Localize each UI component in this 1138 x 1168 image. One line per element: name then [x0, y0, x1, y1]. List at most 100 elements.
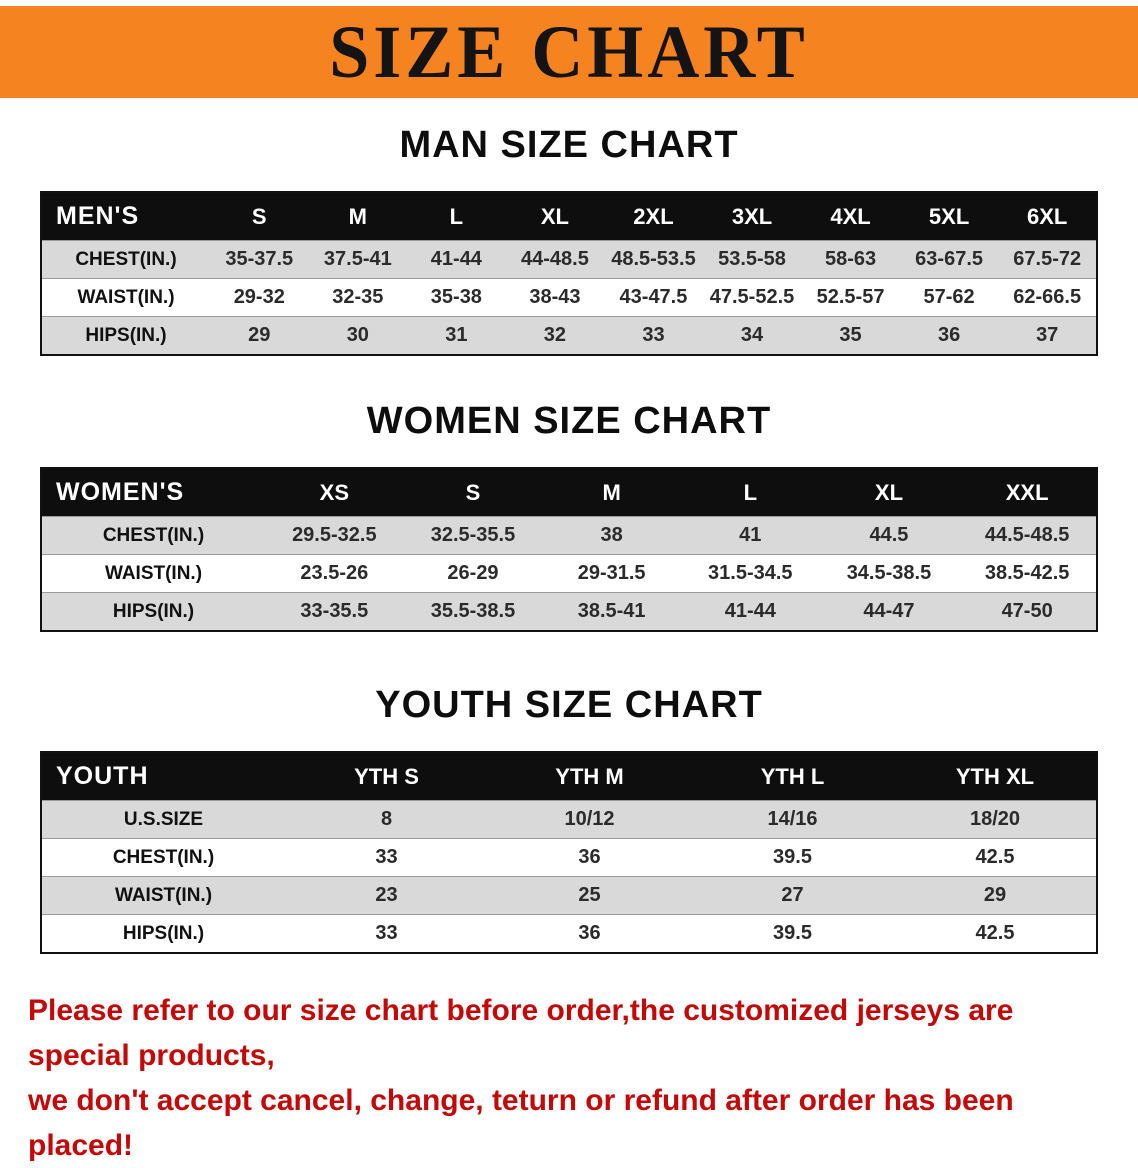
table-cell: 62-66.5	[998, 278, 1097, 317]
table-cell: 41-44	[407, 240, 506, 279]
header-row: YOUTH YTH S YTH M YTH L YTH XL	[41, 752, 1097, 801]
table-cell: 37	[998, 316, 1097, 355]
table-cell: 14/16	[691, 800, 894, 839]
row-label: CHEST(IN.)	[41, 838, 285, 877]
table-cell: 36	[488, 914, 691, 953]
table-cell: 44-47	[819, 592, 959, 631]
table-cell: 67.5-72	[998, 240, 1097, 279]
table-cell: 29-31.5	[542, 554, 681, 593]
table-row: WAIST(IN.) 23 25 27 29	[41, 876, 1097, 915]
table-cell: 44.5	[819, 516, 959, 555]
disclaimer-line-1: Please refer to our size chart before or…	[28, 994, 1014, 1072]
column-header: XL	[819, 468, 959, 517]
table-cell: 29	[210, 316, 309, 355]
size-table: MEN'S S M L XL 2XL 3XL 4XL 5XL 6XL CHEST(IN.) 35-37…	[40, 191, 1098, 356]
table-cell: 42.5	[894, 914, 1097, 953]
table-title-cell: YOUTH	[41, 752, 285, 801]
women-size-table-container: WOMEN'S XS S M L XL XXL CHEST(IN.) 29.5-32.5 32.5…	[40, 467, 1098, 632]
table-cell: 44-48.5	[505, 240, 605, 279]
column-header: 4XL	[801, 192, 900, 241]
size-table: WOMEN'S XS S M L XL XXL CHEST(IN.) 29.5-32.5 32.5…	[40, 467, 1098, 632]
header-row: WOMEN'S XS S M L XL XXL	[41, 468, 1097, 517]
section-title-youth: YOUTH SIZE CHART	[375, 684, 763, 726]
row-label: WAIST(IN.)	[41, 554, 265, 593]
table-cell: 42.5	[894, 838, 1097, 877]
table-cell: 39.5	[691, 914, 894, 953]
table-cell: 18/20	[894, 800, 1097, 839]
table-cell: 29.5-32.5	[265, 516, 404, 555]
section-title-men: MAN SIZE CHART	[399, 124, 739, 166]
column-header: XL	[505, 192, 605, 241]
table-cell: 33	[285, 914, 488, 953]
table-row: HIPS(IN.) 33 36 39.5 42.5	[41, 914, 1097, 953]
table-cell: 43-47.5	[604, 278, 703, 317]
column-header: M	[542, 468, 681, 517]
table-cell: 31	[407, 316, 506, 355]
table-cell: 41-44	[680, 592, 820, 631]
row-label: CHEST(IN.)	[41, 516, 265, 555]
table-title-cell: MEN'S	[41, 192, 210, 241]
table-cell: 36	[899, 316, 999, 355]
table-cell: 33	[285, 838, 488, 877]
disclaimer: Please refer to our size chart before or…	[0, 988, 1138, 1168]
table-cell: 26-29	[403, 554, 543, 593]
section-title-women: WOMEN SIZE CHART	[366, 400, 772, 442]
table-cell: 38	[542, 516, 681, 555]
column-header: XS	[265, 468, 404, 517]
table-cell: 10/12	[488, 800, 691, 839]
row-label: HIPS(IN.)	[41, 914, 285, 953]
table-cell: 32-35	[308, 278, 408, 317]
table-cell: 63-67.5	[899, 240, 999, 279]
table-title-cell: WOMEN'S	[41, 468, 265, 517]
table-row: WAIST(IN.) 29-32 32-35 35-38 38-43 43-47.5 47.…	[41, 278, 1097, 317]
table-row: HIPS(IN.) 29 30 31 32 33 34 35 36 37	[41, 316, 1097, 355]
table-cell: 25	[488, 876, 691, 915]
table-cell: 35.5-38.5	[403, 592, 543, 631]
table-cell: 34.5-38.5	[819, 554, 959, 593]
banner: SIZE CHART	[0, 6, 1138, 98]
table-cell: 38.5-41	[542, 592, 681, 631]
table-cell: 34	[702, 316, 802, 355]
column-header: XXL	[958, 468, 1097, 517]
table-cell: 32	[505, 316, 605, 355]
column-header: YTH S	[285, 752, 488, 801]
table-cell: 31.5-34.5	[680, 554, 820, 593]
column-header: 6XL	[998, 192, 1097, 241]
column-header: 3XL	[702, 192, 802, 241]
table-cell: 35-37.5	[210, 240, 309, 279]
table-row: U.S.SIZE 8 10/12 14/16 18/20	[41, 800, 1097, 839]
table-cell: 35-38	[407, 278, 506, 317]
table-cell: 38-43	[505, 278, 605, 317]
table-cell: 23.5-26	[265, 554, 404, 593]
table-cell: 37.5-41	[308, 240, 408, 279]
table-cell: 47.5-52.5	[702, 278, 802, 317]
disclaimer-line-2: we don't accept cancel, change, teturn o…	[28, 1084, 1014, 1162]
column-header: YTH XL	[894, 752, 1097, 801]
table-cell: 8	[285, 800, 488, 839]
column-header: L	[407, 192, 506, 241]
table-cell: 52.5-57	[801, 278, 900, 317]
men-size-table-container: MEN'S S M L XL 2XL 3XL 4XL 5XL 6XL CHEST(IN.) 35-37…	[40, 191, 1098, 356]
table-row: CHEST(IN.) 33 36 39.5 42.5	[41, 838, 1097, 877]
row-label: WAIST(IN.)	[41, 278, 210, 317]
table-cell: 29	[894, 876, 1097, 915]
row-label: U.S.SIZE	[41, 800, 285, 839]
column-header: S	[403, 468, 543, 517]
table-cell: 33-35.5	[265, 592, 404, 631]
table-row: CHEST(IN.) 35-37.5 37.5-41 41-44 44-48.5 48.5…	[41, 240, 1097, 279]
table-cell: 57-62	[899, 278, 999, 317]
table-cell: 33	[604, 316, 703, 355]
table-cell: 36	[488, 838, 691, 877]
table-row: WAIST(IN.) 23.5-26 26-29 29-31.5 31.5-34.5 34…	[41, 554, 1097, 593]
column-header: 2XL	[604, 192, 703, 241]
table-cell: 53.5-58	[702, 240, 802, 279]
row-label: WAIST(IN.)	[41, 876, 285, 915]
row-label: HIPS(IN.)	[41, 592, 265, 631]
column-header: 5XL	[899, 192, 999, 241]
table-cell: 44.5-48.5	[958, 516, 1097, 555]
column-header: YTH L	[691, 752, 894, 801]
table-cell: 29-32	[210, 278, 309, 317]
table-cell: 48.5-53.5	[604, 240, 703, 279]
column-header: L	[680, 468, 820, 517]
column-header: S	[210, 192, 309, 241]
